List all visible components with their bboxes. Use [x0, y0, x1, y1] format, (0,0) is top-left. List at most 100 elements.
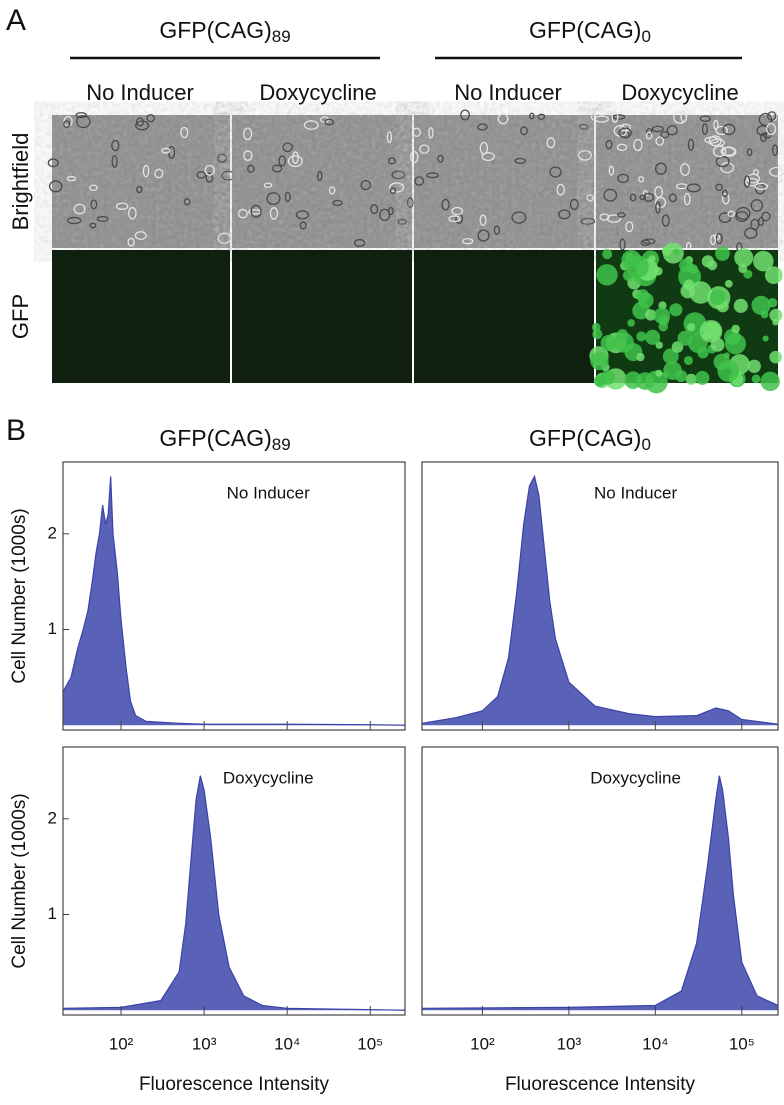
gfp-cell — [767, 298, 778, 308]
cell — [687, 138, 695, 151]
gfp-cell — [751, 374, 761, 384]
cell — [73, 203, 86, 215]
cell — [766, 122, 777, 136]
x-tick-label: 10⁴ — [642, 1034, 668, 1053]
cell — [481, 152, 495, 162]
cell — [520, 126, 528, 136]
cell — [96, 215, 109, 222]
x-tick-label: 10⁴ — [274, 1034, 300, 1053]
cell — [477, 123, 488, 131]
cell — [391, 170, 406, 180]
cell — [680, 110, 688, 123]
cell — [134, 231, 147, 241]
gfp-cell — [669, 303, 683, 317]
gfp-cell — [663, 361, 682, 380]
title-text: GFP(CAG) — [529, 17, 641, 43]
cell — [713, 119, 719, 130]
gfp-cell — [636, 352, 645, 362]
cell — [619, 123, 631, 132]
title-subscript: 89 — [272, 435, 291, 454]
plot-frame — [421, 746, 779, 1016]
histogram-line — [421, 775, 779, 1009]
cell — [63, 120, 71, 128]
gfp-cell — [626, 255, 649, 278]
cell — [661, 214, 670, 227]
cell — [617, 212, 626, 218]
cell — [727, 210, 735, 218]
group-title: GFP(CAG)89 — [159, 17, 290, 46]
x-axis-label: Fluorescence Intensity — [505, 1074, 696, 1095]
cell — [750, 199, 764, 212]
cell — [75, 112, 88, 119]
cell — [638, 176, 645, 183]
cell — [715, 183, 723, 191]
cell — [243, 150, 253, 161]
gfp-cell — [673, 248, 680, 256]
annotation: Doxycycline — [223, 768, 314, 787]
cell — [668, 193, 677, 203]
y-tick-label: 1 — [48, 619, 57, 638]
plot-frame — [421, 461, 779, 731]
gfp-cell — [636, 331, 647, 342]
cell — [90, 199, 98, 210]
cell — [263, 182, 273, 188]
title-text: GFP(CAG) — [159, 17, 271, 43]
cell — [66, 175, 77, 182]
cell — [299, 221, 307, 230]
cell — [217, 232, 232, 244]
group-title: GFP(CAG)0 — [529, 425, 651, 454]
gfp-cell — [769, 308, 783, 322]
cell — [608, 165, 615, 176]
cell — [135, 117, 144, 127]
cell — [715, 125, 729, 136]
y-axis-label: Cell Number (1000s) — [9, 793, 30, 968]
cell — [414, 176, 425, 186]
cell — [243, 127, 253, 141]
gfp-cell — [762, 335, 769, 342]
condition-label: No Inducer — [454, 80, 562, 105]
gfp-cell — [695, 370, 710, 385]
cell — [744, 227, 758, 239]
cell — [48, 180, 63, 193]
histogram-line — [62, 775, 406, 1011]
cell — [196, 171, 207, 179]
cell — [154, 168, 164, 179]
cell — [353, 238, 366, 247]
cell — [441, 198, 450, 211]
cell — [699, 115, 712, 122]
cell — [735, 206, 751, 220]
gfp-cell — [645, 309, 657, 321]
cell — [616, 143, 628, 152]
gfp-cell — [662, 348, 679, 365]
y-tick-label: 2 — [48, 523, 57, 542]
cell — [722, 123, 736, 136]
cell — [654, 186, 663, 199]
gfp-cell — [680, 283, 695, 299]
cell — [605, 139, 613, 150]
cell — [537, 113, 546, 120]
row-label: Brightfield — [8, 133, 33, 231]
gfp-cell — [760, 371, 780, 392]
plot-frame — [62, 461, 406, 731]
cell — [410, 151, 419, 163]
cell — [292, 151, 299, 165]
x-tick-label: 10³ — [557, 1034, 582, 1053]
cell — [603, 188, 618, 202]
x-tick-label: 10⁵ — [729, 1034, 755, 1053]
cell — [360, 180, 372, 191]
cell — [89, 184, 98, 192]
cell — [406, 197, 414, 208]
cell — [180, 126, 189, 139]
cell — [618, 127, 632, 139]
cell — [645, 131, 653, 140]
cell — [683, 192, 691, 206]
cell — [599, 213, 610, 221]
cell — [577, 150, 592, 161]
gfp-cell — [724, 279, 733, 288]
cell — [586, 194, 595, 202]
cell — [556, 183, 565, 196]
gfp-cell — [702, 331, 711, 340]
cell — [769, 166, 784, 177]
gfp-cell — [600, 370, 616, 385]
